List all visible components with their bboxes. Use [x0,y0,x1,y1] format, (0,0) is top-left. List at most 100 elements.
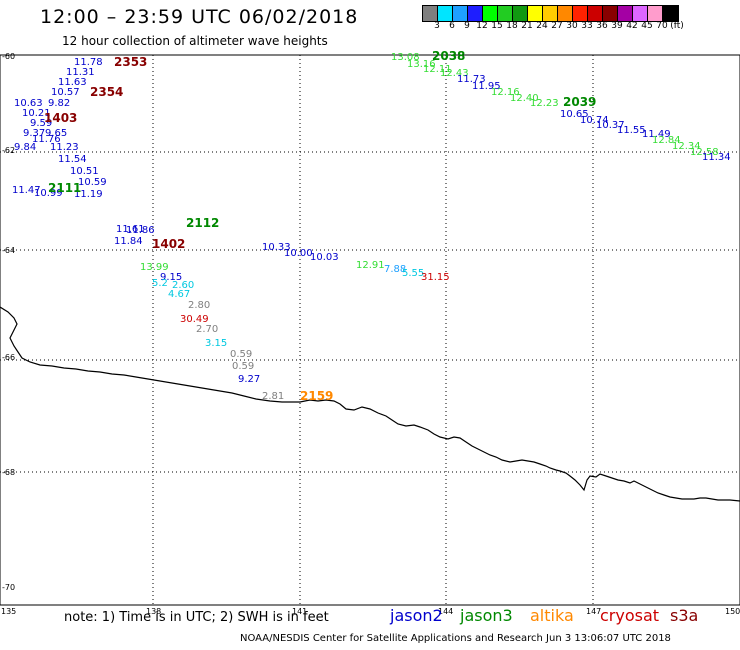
wave-height-label: 10.74 [580,115,609,126]
wave-height-label: 10.57 [51,87,80,98]
wave-height-label: 31.15 [421,272,450,283]
color-scale-tick: 42 [626,21,638,31]
wave-height-label: 9.84 [14,142,36,153]
wave-height-label: 10.37 [596,120,625,131]
color-scale-cell [573,6,588,21]
color-scale-cell [528,6,543,21]
wave-height-label: 9.82 [48,98,70,109]
wave-height-label: 13.99 [140,262,169,273]
wave-height-label: 11.63 [58,77,87,88]
color-scale-tick: 9 [464,21,470,31]
wave-height-label: 5.2 [152,278,168,289]
wave-height-label: 10.99 [34,188,63,199]
color-scale-tick: 39 [611,21,623,31]
wave-height-label: 11.54 [58,154,87,165]
map-frame [0,54,740,606]
wave-height-label: 11.78 [74,57,103,68]
wave-height-label: 2.60 [172,280,194,291]
page-subtitle: 12 hour collection of altimeter wave hei… [62,34,328,48]
color-scale-tick: 70 [656,21,668,31]
wave-height-label: 12.43 [440,68,469,79]
color-scale-cell [543,6,558,21]
wave-height-label: 30.49 [180,314,209,325]
lon-label: 150 [725,607,740,616]
wave-height-label: 13.16 [407,59,436,70]
wave-height-label: 11.76 [32,134,61,145]
wave-height-label: 9.59 [30,118,52,129]
color-scale-cell [438,6,453,21]
wave-height-label: 11.47 [12,185,41,196]
wave-height-label: 0.59 [232,361,254,372]
wave-height-label: 11.31 [66,67,95,78]
color-scale-cell [648,6,663,21]
footer-credit: NOAA/NESDIS Center for Satellite Applica… [240,633,671,644]
wave-height-label: 10.33 [262,242,291,253]
wave-height-label: 5.55 [402,268,424,279]
color-scale-tick: 33 [581,21,593,31]
legend-jason3: jason3 [460,606,513,625]
legend-jason2: jason2 [390,606,443,625]
pass-time-label: 1402 [152,237,185,251]
pass-time-label: 2159 [300,389,333,403]
latitude-labels: -60 -62 -64 -66 -68 -70 [2,52,15,592]
wave-height-label: 9.15 [160,272,182,283]
wave-height-label: 12.16 [491,87,520,98]
color-scale-cell [618,6,633,21]
wave-height-label: 10.00 [284,248,313,259]
wave-height-label: 4.67 [168,289,190,300]
wave-height-label: 10.63 [14,98,43,109]
wave-height-label: 10.21 [22,108,51,119]
color-scale-tick: 27 [551,21,563,31]
wave-height-label: 11.73 [457,74,486,85]
color-scale-cell [603,6,618,21]
color-scale-tick: 21 [521,21,533,31]
wave-height-label: 9.27 [238,374,260,385]
lat-label: -60 [2,52,15,61]
pass-time-label: 2353 [114,55,147,69]
pass-time-label: 2111 [48,181,81,195]
wave-height-label: 13.08 [391,52,420,63]
lat-label: -62 [2,146,15,155]
wave-height-label: 2.81 [262,391,284,402]
lat-label: -66 [2,353,15,362]
wave-height-label: 12.11 [423,64,452,75]
wave-height-label: 3.15 [205,338,227,349]
pass-time-label: 2038 [432,49,465,63]
wave-height-label: 10.51 [70,166,99,177]
pass-time-label: 2039 [563,95,596,109]
lat-label: -64 [2,246,15,255]
color-scale-cell [453,6,468,21]
lat-label: -68 [2,468,15,477]
color-scale-cell [468,6,483,21]
color-scale-tick: 30 [566,21,578,31]
color-scale-cell [663,6,678,21]
wave-height-label: 11.61 [116,224,145,235]
wave-height-label: 11.84 [114,236,143,247]
color-scale-cell [633,6,648,21]
wave-height-label: 2.80 [188,300,210,311]
footer-note: note: 1) Time is in UTC; 2) SWH is in fe… [64,610,329,625]
longitude-labels: 135 138 141 144 147 150 [1,607,740,616]
wave-height-label: 12.34 [672,141,701,152]
pass-time-label: 1403 [44,111,77,125]
color-scale-tick: 6 [449,21,455,31]
wave-height-label: 9.65 [45,128,67,139]
wave-height-label: 11.19 [74,189,103,200]
color-scale-cell [483,6,498,21]
wave-height-label: 10.03 [310,252,339,263]
wave-height-label: 11.86 [126,225,155,236]
color-scale-tick: 18 [506,21,518,31]
lon-label: 144 [438,607,453,616]
lon-label: 141 [292,607,307,616]
wave-height-label: 11.55 [617,125,646,136]
legend-altika: altika [530,606,574,625]
legend-s3a: s3a [670,606,699,625]
graticule [0,55,740,605]
wave-height-label: 12.40 [510,93,539,104]
wave-height-label: 12.58 [690,147,719,158]
coastline [0,306,740,502]
pass-time-label: 2112 [186,216,219,230]
wave-height-label: 10.65 [560,109,589,120]
